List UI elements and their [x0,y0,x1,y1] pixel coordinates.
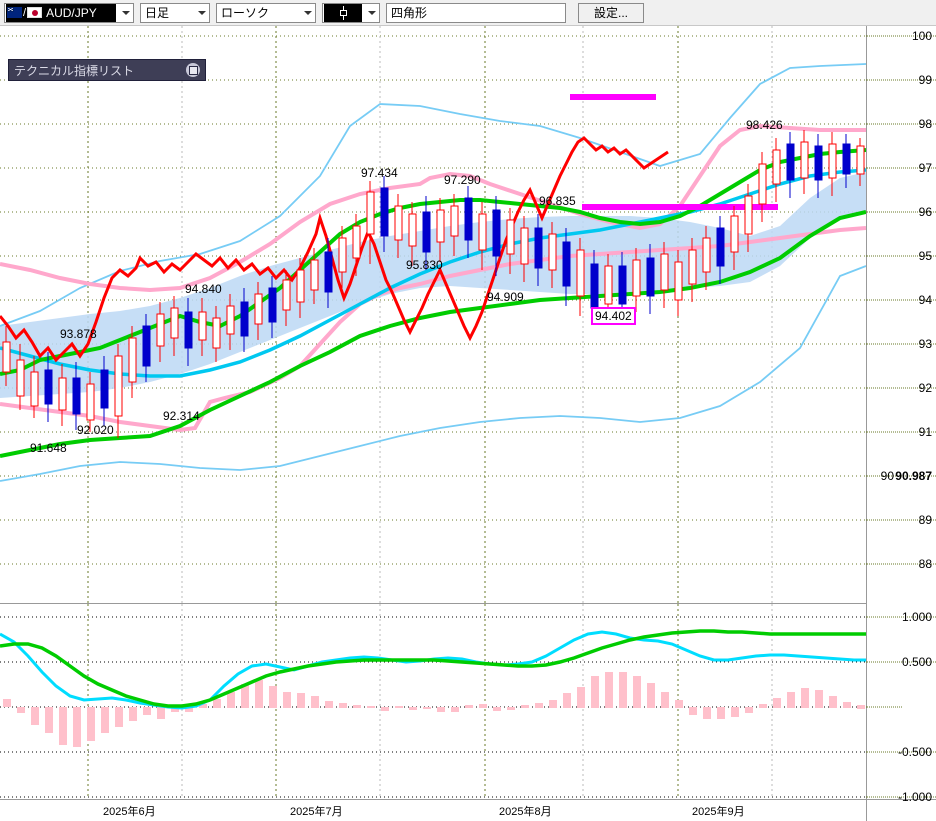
axis-tick [866,751,936,753]
macd-tick-label: -0.500 [897,745,932,759]
price-tick-label: 94 [918,293,932,307]
axis-tick [866,616,936,618]
price-plot[interactable]: 97.434 97.290 96.835 98.426 95.830 94.90… [0,26,866,604]
au-flag-icon [7,7,22,18]
currency-pair-display: / AUD/JPY [6,3,116,22]
price-annotation: 92.314 [163,409,200,423]
chevron-down-icon[interactable] [194,4,209,22]
axis-tick [866,79,936,81]
axis-tick [866,387,936,389]
candle-style-selector[interactable] [322,2,380,23]
technical-indicator-panel[interactable]: テクニカル指標リスト [8,59,206,81]
chart-type-label: ローソク [221,6,270,20]
macd-plot-svg [0,604,866,799]
ma-mid-cyan [0,168,866,378]
axis-tick [866,255,936,257]
price-annotation: 96.835 [539,194,576,208]
vertical-gridlines-minor [181,26,773,604]
currency-pair-label: AUD/JPY [46,5,97,20]
price-tick-label: 93 [918,337,932,351]
price-tick-label: 98 [918,117,932,131]
timeframe-selector[interactable]: 日足 [140,2,210,23]
date-tick-label: 2025年6月 [103,806,156,818]
axis-tick [866,796,936,798]
ma-green-lower [0,210,866,458]
price-tick-label: 99 [918,73,932,87]
price-annotation: 93.878 [60,327,97,341]
price-tick-label: 89 [918,513,932,527]
timeframe-label: 日足 [145,6,170,20]
axis-tick [866,661,936,663]
date-tick-label: 2025年7月 [290,806,343,818]
chart-type-selector[interactable]: ローソク [216,2,316,23]
axis-tick [866,299,936,301]
chevron-down-icon[interactable] [300,4,315,22]
axis-divider-vertical [866,26,867,821]
axis-tick [866,123,936,125]
axis-tick [866,475,936,477]
settings-button[interactable]: 設定... [578,2,644,23]
axis-tick [866,563,936,565]
vertical-gridlines [87,26,679,604]
price-tick-label: 90 [880,469,894,483]
candlestick-icon [324,3,362,22]
price-annotation: 98.426 [746,118,783,132]
axis-tick [866,343,936,345]
axis-tick [866,706,902,708]
price-tick-label: 92 [918,381,932,395]
macd-tick-label: -1.000 [897,790,932,804]
price-tick-label: 91 [918,425,932,439]
price-annotation: 92.020 [77,423,114,437]
macd-tick-label: 1.000 [901,610,932,624]
price-annotation: 97.434 [361,166,398,180]
axis-tick [866,167,936,169]
price-annotation: 95.830 [406,258,443,272]
price-annotation: 94.909 [487,290,524,304]
technical-indicator-panel-title: テクニカル指標リスト [14,63,135,78]
jp-flag-icon [27,7,43,18]
maximize-icon[interactable] [186,63,200,77]
price-axis[interactable]: 100 99 98 97 96 95 94 93 92 91 90 90.987… [866,26,936,804]
price-tick-label: 95 [918,249,932,263]
price-tick-label: 97 [918,161,932,175]
price-annotation-boxed: 94.402 [591,307,636,325]
chevron-down-icon[interactable] [118,4,133,22]
macd-tick-label: 0.500 [901,655,932,669]
current-price-label: 90.987 [895,469,932,483]
flag-separator: / [23,6,27,19]
price-annotation: 97.290 [444,173,481,187]
axis-tick [866,211,936,213]
price-tick-label: 100 [911,29,932,43]
macd-histogram [3,672,865,747]
currency-pair-selector[interactable]: / AUD/JPY [4,2,134,23]
date-tick-label: 2025年8月 [499,806,552,818]
price-tick-label: 96 [918,205,932,219]
date-tick-label: 2025年9月 [692,806,745,818]
axis-tick [866,431,936,433]
drawing-magenta-lines [570,94,778,210]
horizontal-gridlines [0,35,866,565]
chart-area: 97.434 97.290 96.835 98.426 95.830 94.90… [0,26,936,821]
chevron-down-icon[interactable] [364,4,379,22]
axis-tick [866,35,936,37]
panel-divider [0,603,866,604]
axis-tick [866,519,936,521]
price-annotation: 94.840 [185,282,222,296]
drawing-tool-input[interactable]: 四角形 [386,2,566,23]
axis-divider-horizontal [0,799,936,800]
toolbar: / AUD/JPY 日足 ローソク 四角形 設定... [0,0,936,26]
price-plot-svg [0,26,866,604]
price-tick-label: 88 [918,557,932,571]
macd-plot[interactable] [0,604,866,799]
price-annotation: 91.648 [30,441,67,455]
overlay-red-line [0,136,669,363]
date-axis[interactable]: 2025年6月 2025年7月 2025年8月 2025年9月 [0,799,936,821]
macd-signal-line [0,629,866,708]
candlestick-series [2,130,865,438]
